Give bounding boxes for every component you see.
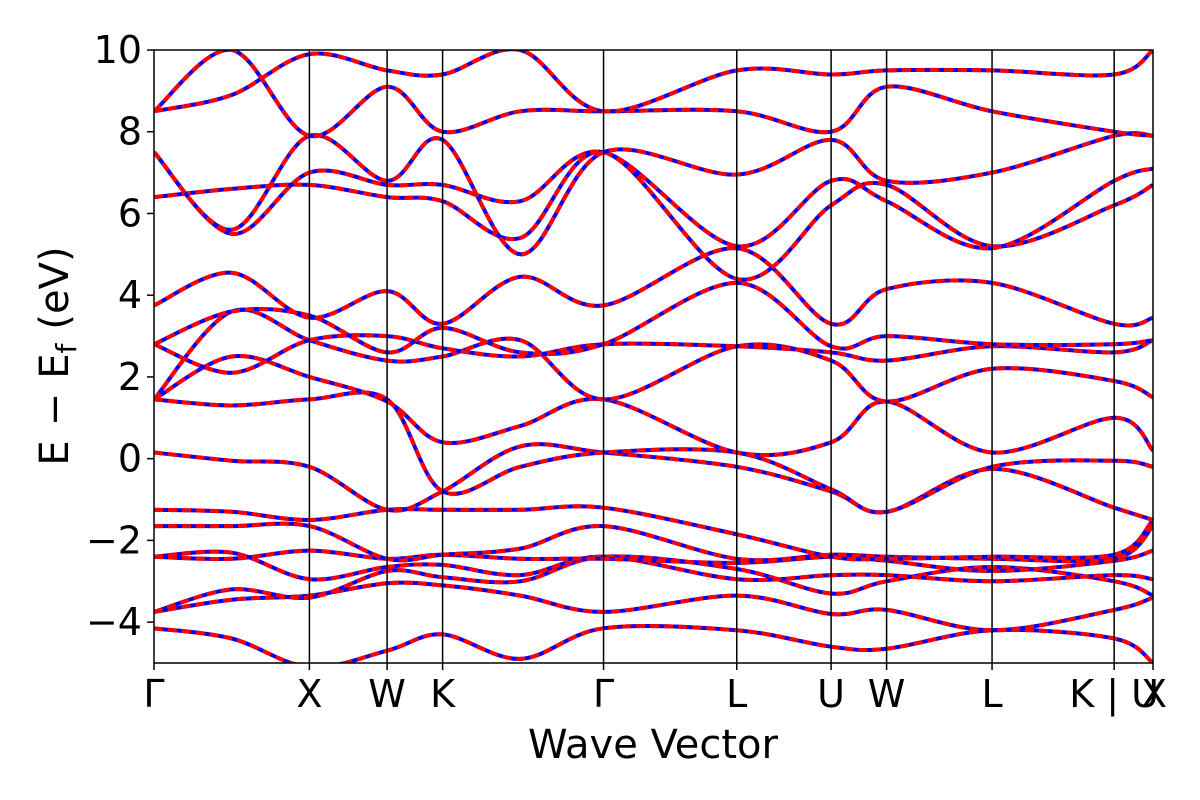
x-tick-label: K (430, 672, 456, 716)
x-tick-label: L (981, 672, 1002, 716)
band-line-blue-7 (154, 442, 1153, 522)
band-line-red-17 (154, 50, 1153, 139)
x-tick-label: Γ (143, 672, 164, 716)
y-axis-title-minus: − (32, 393, 78, 427)
y-axis-title: E − Ef (eV) (32, 246, 83, 465)
band-line-red-1 (154, 580, 1153, 633)
x-tick-label: K | U (1069, 672, 1159, 717)
y-tick-label: 6 (118, 191, 142, 235)
x-tick-label: U (817, 672, 845, 716)
band-line-red-9 (154, 353, 1153, 458)
y-tick-label: −2 (86, 518, 142, 562)
band-line-blue-0 (154, 623, 1153, 663)
x-tick-label: W (368, 672, 406, 716)
plot-frame (153, 49, 1154, 664)
x-tick-label: W (868, 672, 906, 716)
band-line-blue-10 (154, 307, 1153, 404)
y-tick-label: −4 (86, 600, 142, 644)
band-line-red-15 (154, 149, 1153, 251)
x-tick-label: X (1141, 672, 1167, 716)
y-tick-label: 4 (118, 273, 142, 317)
band-line-red-0 (154, 623, 1153, 663)
y-tick-label: 8 (118, 110, 142, 154)
kpoint-dividers (308, 50, 1115, 663)
y-axis-title-e: E (32, 440, 78, 465)
x-tick-label: Γ (593, 672, 614, 716)
x-tick-label: L (726, 672, 747, 716)
y-axis-title-unit: (eV) (32, 246, 78, 329)
y-tick-label: 10 (94, 28, 142, 72)
band-lines (154, 50, 1153, 663)
band-line-blue-15 (154, 149, 1153, 251)
band-line-red-10 (154, 307, 1153, 404)
x-tick-label: X (296, 672, 322, 716)
y-tick-label: 0 (118, 437, 142, 481)
y-axis-title-sub: f (50, 342, 83, 353)
y-tick-label: 2 (118, 355, 142, 399)
band-line-blue-18 (154, 50, 1153, 114)
y-axis-title-ef: E (32, 353, 78, 378)
y-axis-ticks: −4 −2 0 2 4 6 8 10 (86, 28, 154, 644)
x-axis-title: Wave Vector (528, 722, 779, 768)
band-line-blue-17 (154, 50, 1153, 139)
band-line-blue-9 (154, 353, 1153, 458)
